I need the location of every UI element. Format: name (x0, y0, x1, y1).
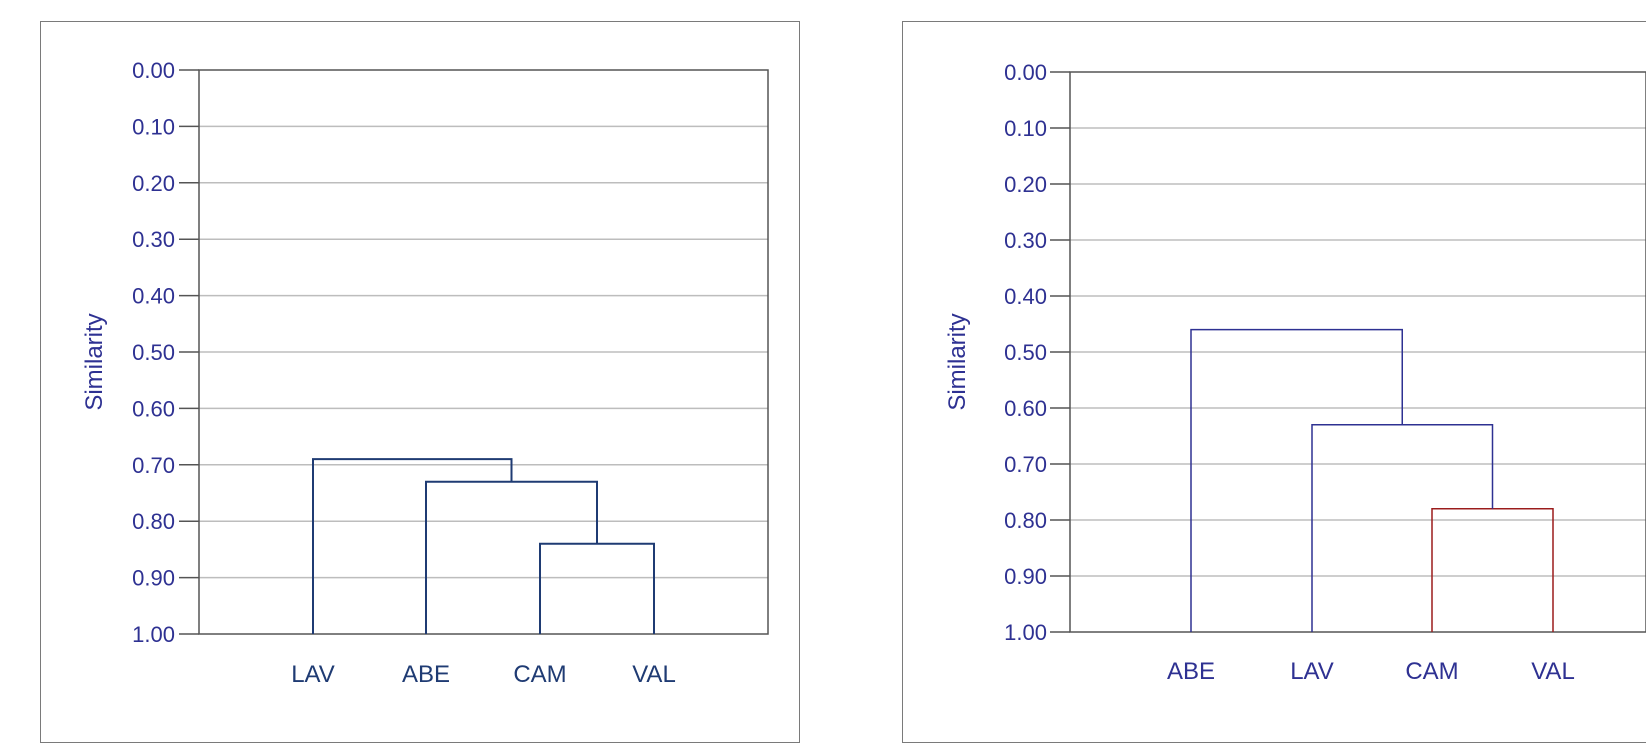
y-tick-label: 0.40 (1004, 284, 1047, 309)
left-chart-panel (40, 21, 800, 743)
dendrogram-link (1431, 508, 1554, 632)
dendrogram-charts: Similarity 0.00 0.10 0.20 0.30 0.40 0.50 0.60 0… (81, 58, 1646, 688)
leaf-label: CAM (1405, 658, 1458, 685)
leaf-label: VAL (632, 661, 676, 688)
leaf-label: CAM (513, 661, 566, 688)
y-tick-label: 0.00 (132, 58, 175, 83)
y-tick-label: 0.50 (1004, 340, 1047, 365)
y-tick-label: 0.80 (1004, 508, 1047, 533)
y-tick-label: 0.40 (132, 284, 175, 309)
dendrogram-link (1311, 424, 1494, 632)
y-tick-label: 0.10 (132, 114, 175, 139)
left-dendrogram: Similarity 0.00 0.10 0.20 0.30 0.40 0.50 0.60 0… (81, 58, 769, 688)
leaf-label: ABE (402, 661, 450, 688)
dendrogram-link (1190, 328, 1403, 632)
leaf-label: VAL (1531, 658, 1575, 685)
leaf-label: LAV (291, 661, 335, 688)
dendrogram-link (539, 542, 655, 634)
y-tick-label: 0.50 (132, 340, 175, 365)
y-axis-title: Similarity (944, 313, 971, 410)
right-chart-panel (902, 21, 1646, 743)
y-tick-label: 1.00 (1004, 620, 1047, 645)
y-tick-label: 0.30 (132, 227, 175, 252)
dendrogram-link (312, 458, 513, 634)
y-tick-label: 1.00 (132, 622, 175, 647)
leaf-label: LAV (1290, 658, 1334, 685)
y-tick-label: 0.60 (132, 396, 175, 421)
y-tick-label: 0.20 (1004, 172, 1047, 197)
y-tick-label: 0.30 (1004, 228, 1047, 253)
right-dendrogram: Similarity 0.00 0.10 0.20 0.30 0.40 0.50 0.60 0… (944, 60, 1646, 685)
y-axis-title: Similarity (81, 313, 108, 410)
leaf-label: ABE (1167, 658, 1215, 685)
y-tick-label: 0.90 (132, 566, 175, 591)
y-tick-label: 0.80 (132, 509, 175, 534)
y-tick-label: 0.90 (1004, 564, 1047, 589)
y-tick-label: 0.20 (132, 171, 175, 196)
dendrogram-link (425, 480, 598, 634)
y-tick-label: 0.60 (1004, 396, 1047, 421)
y-tick-label: 0.10 (1004, 116, 1047, 141)
y-tick-label: 0.70 (132, 453, 175, 478)
y-tick-label: 0.00 (1004, 60, 1047, 85)
y-tick-label: 0.70 (1004, 452, 1047, 477)
